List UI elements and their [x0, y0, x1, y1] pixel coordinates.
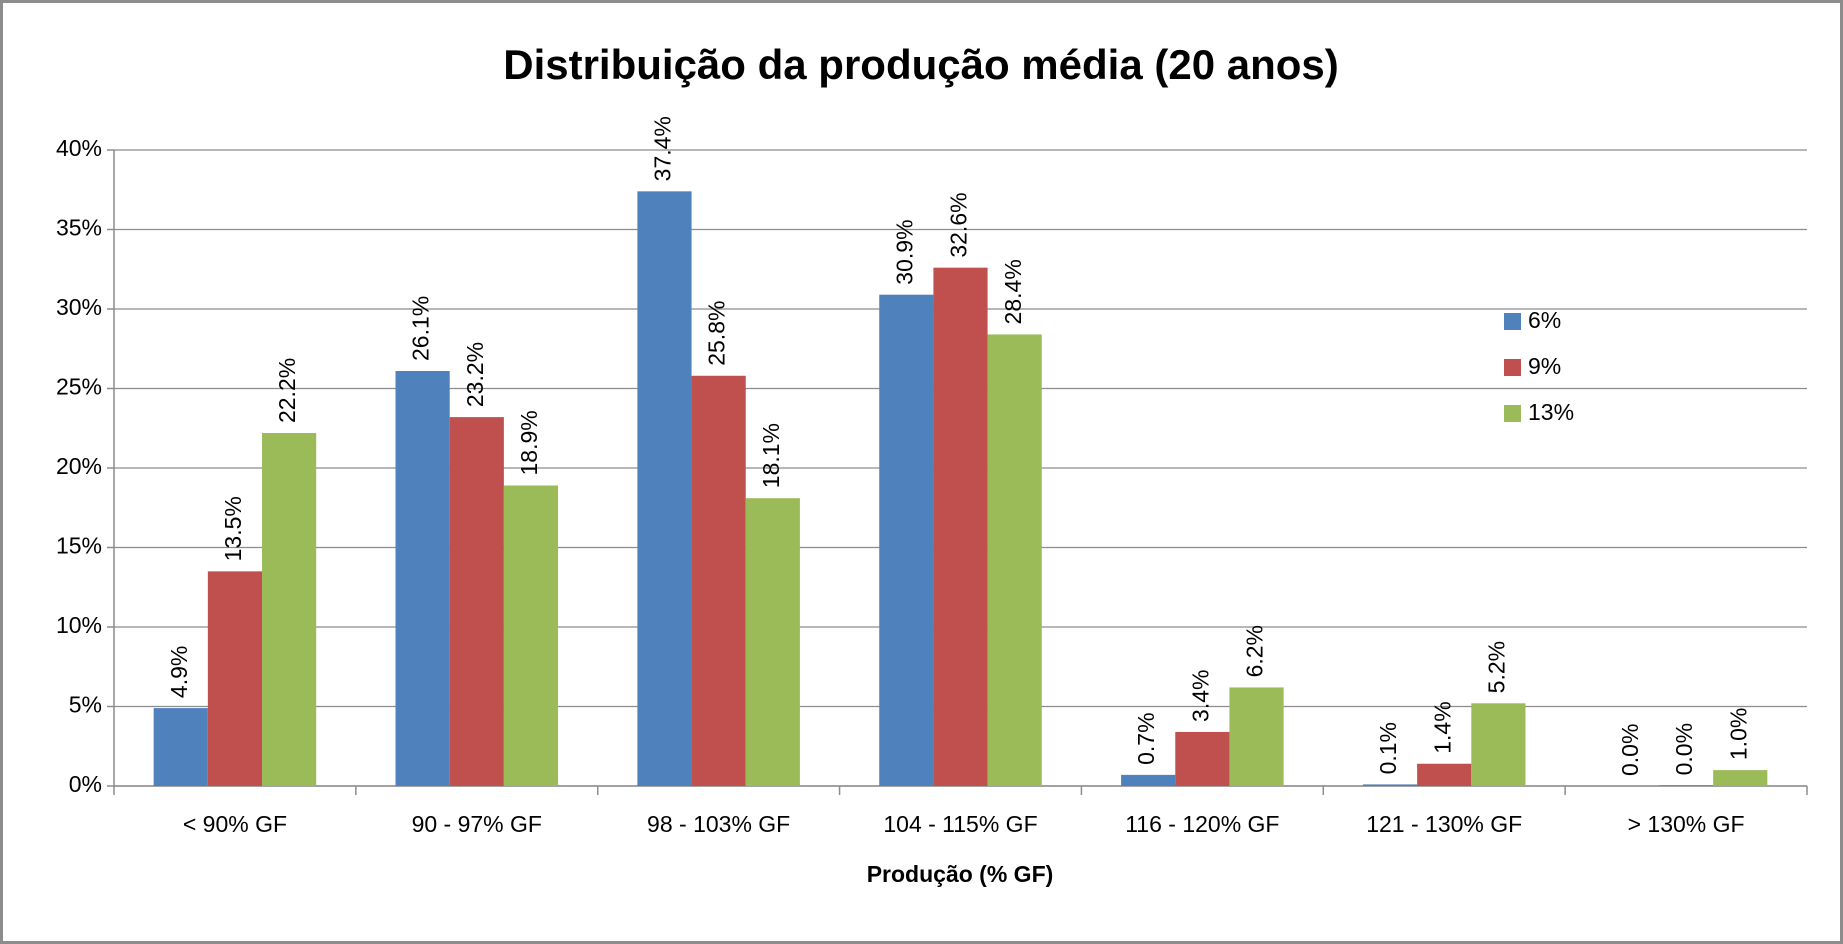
y-tick-label: 0% — [69, 771, 102, 797]
legend-label: 6% — [1528, 307, 1561, 333]
data-label: 22.2% — [274, 358, 300, 423]
y-tick-label: 20% — [56, 453, 102, 479]
data-label: 30.9% — [891, 219, 917, 284]
bar — [879, 294, 934, 786]
bar — [637, 191, 692, 787]
data-label: 23.2% — [462, 342, 488, 407]
bar — [1121, 774, 1176, 786]
y-tick-label: 5% — [69, 692, 102, 718]
data-label: 0.0% — [1671, 723, 1697, 775]
y-tick-label: 40% — [56, 135, 102, 161]
bar — [395, 371, 450, 786]
legend-swatch — [1504, 359, 1521, 376]
bar — [153, 708, 208, 786]
data-label: 1.4% — [1429, 701, 1455, 753]
bar — [691, 375, 746, 786]
x-axis-title: Produção (% GF) — [867, 861, 1054, 887]
data-label: 28.4% — [1000, 259, 1026, 324]
data-label: 1.0% — [1725, 708, 1751, 760]
x-tick-label: < 90% GF — [183, 811, 287, 837]
bar — [1713, 770, 1768, 786]
data-label: 0.7% — [1133, 712, 1159, 764]
y-tick-label: 10% — [56, 612, 102, 638]
x-tick-label: 116 - 120% GF — [1125, 811, 1279, 837]
x-tick-label: 104 - 115% GF — [883, 811, 1037, 837]
bar — [1175, 731, 1230, 786]
data-label: 0.1% — [1375, 722, 1401, 774]
bar — [745, 498, 800, 786]
bar — [449, 417, 504, 786]
legend-swatch — [1504, 405, 1521, 422]
y-tick-label: 15% — [56, 533, 102, 559]
chart-title: Distribuição da produção média (20 anos) — [503, 41, 1339, 88]
y-tick-label: 35% — [56, 215, 102, 241]
bar — [1471, 703, 1526, 786]
bar — [1658, 785, 1714, 786]
data-label: 18.9% — [516, 410, 542, 475]
bar — [262, 433, 317, 786]
bar — [987, 334, 1042, 786]
legend-label: 9% — [1528, 353, 1561, 379]
x-tick-label: > 130% GF — [1628, 811, 1745, 837]
bar — [933, 267, 988, 786]
legend-swatch — [1504, 313, 1521, 330]
y-tick-label: 30% — [56, 294, 102, 320]
bar — [1417, 763, 1472, 786]
x-tick-label: 90 - 97% GF — [412, 811, 542, 837]
bar — [1362, 784, 1418, 786]
x-tick-label: 121 - 130% GF — [1366, 811, 1522, 837]
legend-label: 13% — [1528, 399, 1574, 425]
y-tick-label: 25% — [56, 374, 102, 400]
data-label: 5.2% — [1483, 641, 1509, 693]
data-label: 37.4% — [650, 116, 676, 181]
data-label: 25.8% — [704, 301, 730, 366]
bar — [503, 485, 559, 786]
data-label: 0.0% — [1617, 724, 1643, 776]
data-label: 3.4% — [1187, 670, 1213, 722]
bar — [207, 571, 263, 786]
data-label: 18.1% — [758, 423, 784, 488]
x-tick-label: 98 - 103% GF — [647, 811, 790, 837]
data-label: 26.1% — [408, 296, 434, 361]
data-label: 13.5% — [220, 496, 246, 561]
data-label: 4.9% — [166, 646, 192, 698]
bar — [1229, 687, 1284, 786]
data-label: 32.6% — [946, 192, 972, 257]
data-label: 6.2% — [1242, 625, 1268, 677]
